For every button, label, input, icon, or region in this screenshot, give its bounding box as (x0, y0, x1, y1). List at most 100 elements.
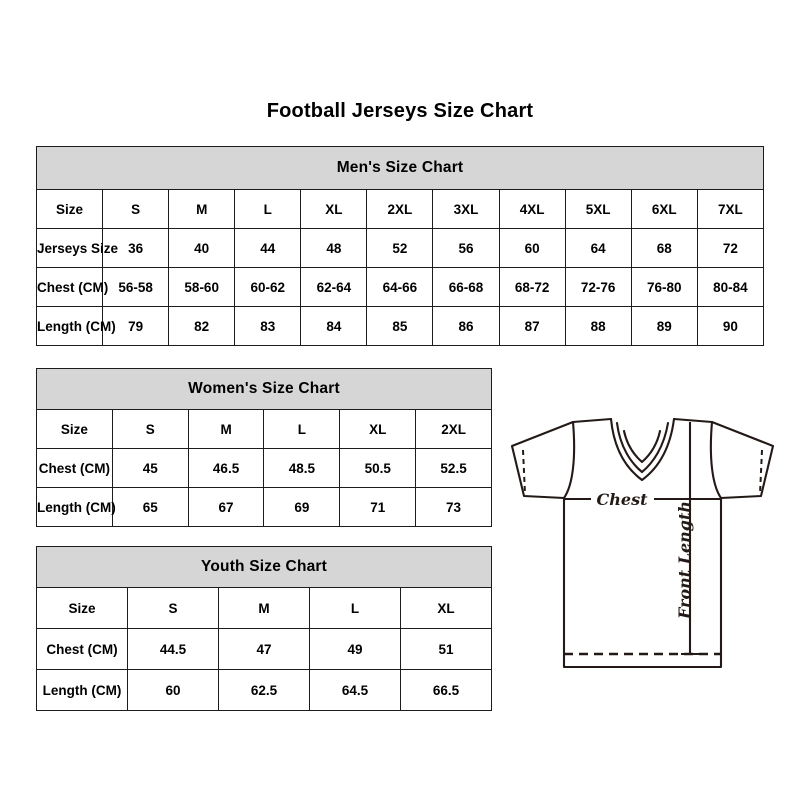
youth-chest-s: 44.5 (127, 628, 219, 670)
mens-header-size-l: L (234, 189, 302, 229)
table-row: Jerseys Size 36 40 44 48 52 56 60 64 68 … (35, 228, 765, 268)
mens-chest-6xl: 76-80 (630, 267, 698, 307)
youth-length-m: 62.5 (218, 669, 310, 711)
mens-chest-3xl: 66-68 (432, 267, 500, 307)
mens-chest-l: 60-62 (234, 267, 302, 307)
mens-length-s: 79 (102, 306, 170, 346)
right-armhole-seam (709, 420, 723, 500)
mens-jerseys-size-xl: 48 (300, 228, 368, 268)
mens-length-7xl: 90 (696, 306, 765, 346)
youth-chest-m: 47 (218, 628, 310, 670)
womens-chest-m: 46.5 (187, 448, 265, 488)
mens-header-size-s: S (102, 189, 170, 229)
mens-header-size-label: Size (35, 189, 104, 229)
jersey-measurement-diagram: Chest Front Length (500, 395, 785, 685)
table-header-row: Size S M L XL 2XL 3XL 4XL 5XL 6XL 7XL (35, 189, 765, 229)
mens-jerseys-size-3xl: 56 (432, 228, 500, 268)
mens-jerseys-size-5xl: 64 (564, 228, 632, 268)
mens-row-label-jerseys-size: Jerseys Size (35, 228, 118, 268)
mens-chest-7xl: 80-84 (696, 267, 765, 307)
mens-jerseys-size-s: 36 (102, 228, 170, 268)
table-row: Chest (CM) 45 46.5 48.5 50.5 52.5 (36, 448, 492, 488)
mens-header-size-7xl: 7XL (696, 189, 765, 229)
mens-length-5xl: 88 (564, 306, 632, 346)
youth-chest-xl: 51 (400, 628, 492, 670)
mens-header-size-xl: XL (300, 189, 368, 229)
womens-length-l: 69 (263, 487, 341, 527)
womens-header-size-l: L (263, 409, 341, 449)
mens-chest-m: 58-60 (168, 267, 236, 307)
womens-chest-xl: 50.5 (339, 448, 417, 488)
womens-length-m: 67 (187, 487, 265, 527)
womens-header-size-m: M (187, 409, 265, 449)
neckline-inner (622, 429, 662, 464)
table-header-row: Size S M L XL (36, 587, 492, 629)
mens-length-6xl: 89 (630, 306, 698, 346)
mens-chest-2xl: 64-66 (366, 267, 434, 307)
mens-jerseys-size-m: 40 (168, 228, 236, 268)
womens-row-label-length: Length (CM) (36, 487, 116, 527)
mens-header-size-2xl: 2XL (366, 189, 434, 229)
youth-header-size-s: S (127, 587, 219, 629)
mens-length-3xl: 86 (432, 306, 500, 346)
mens-jerseys-size-2xl: 52 (366, 228, 434, 268)
left-sleeve-cuff-dashed-line (522, 449, 526, 495)
youth-header-size-m: M (218, 587, 310, 629)
mens-header-size-4xl: 4XL (498, 189, 566, 229)
womens-table-caption: Women's Size Chart (36, 368, 492, 410)
womens-size-chart-table: Women's Size Chart Size S M L XL 2XL Che… (36, 368, 492, 527)
mens-size-chart-table: Men's Size Chart Size S M L XL 2XL 3XL 4… (35, 146, 765, 346)
womens-chest-2xl: 52.5 (415, 448, 492, 488)
left-armhole-seam (562, 420, 576, 500)
womens-header-size-s: S (111, 409, 189, 449)
table-row: Length (CM) 60 62.5 64.5 66.5 (36, 669, 492, 711)
mens-jerseys-size-6xl: 68 (630, 228, 698, 268)
mens-chest-5xl: 72-76 (564, 267, 632, 307)
mens-length-2xl: 85 (366, 306, 434, 346)
mens-length-l: 83 (234, 306, 302, 346)
mens-chest-xl: 62-64 (300, 267, 368, 307)
mens-jerseys-size-4xl: 60 (498, 228, 566, 268)
mens-length-m: 82 (168, 306, 236, 346)
womens-row-label-chest: Chest (CM) (36, 448, 113, 488)
table-row: Length (CM) 65 67 69 71 73 (36, 487, 492, 527)
womens-header-size-xl: XL (339, 409, 417, 449)
womens-chest-l: 48.5 (263, 448, 341, 488)
mens-row-label-chest: Chest (CM) (35, 267, 108, 307)
mens-header-size-3xl: 3XL (432, 189, 500, 229)
table-caption-row: Men's Size Chart (36, 146, 764, 190)
chest-measure-label: Chest (597, 490, 649, 509)
youth-header-size-l: L (309, 587, 401, 629)
youth-chest-l: 49 (309, 628, 401, 670)
neckline-outer (609, 417, 676, 482)
youth-row-label-chest: Chest (CM) (36, 628, 128, 670)
mens-jerseys-size-l: 44 (234, 228, 302, 268)
mens-header-size-6xl: 6XL (630, 189, 698, 229)
youth-size-chart-table: Youth Size Chart Size S M L XL Chest (CM… (36, 546, 492, 711)
mens-header-size-5xl: 5XL (564, 189, 632, 229)
mens-header-size-m: M (168, 189, 236, 229)
youth-header-size-label: Size (36, 587, 128, 629)
mens-jerseys-size-7xl: 72 (696, 228, 765, 268)
front-length-measure-label: Front Length (675, 501, 694, 620)
womens-header-size-label: Size (36, 409, 113, 449)
mens-length-4xl: 87 (498, 306, 566, 346)
mens-length-xl: 84 (300, 306, 368, 346)
womens-chest-s: 45 (111, 448, 189, 488)
womens-length-xl: 71 (339, 487, 417, 527)
table-row: Chest (CM) 44.5 47 49 51 (36, 628, 492, 670)
neckline-middle (615, 421, 670, 474)
table-row: Length (CM) 79 82 83 84 85 86 87 88 89 9… (35, 306, 765, 346)
jersey-outline (510, 417, 775, 669)
youth-header-size-xl: XL (400, 587, 492, 629)
womens-length-2xl: 73 (415, 487, 492, 527)
youth-length-xl: 66.5 (400, 669, 492, 711)
right-sleeve-cuff-dashed-line (759, 449, 763, 495)
page-title: Football Jerseys Size Chart (266, 100, 534, 122)
womens-header-size-2xl: 2XL (415, 409, 492, 449)
youth-row-label-length: Length (CM) (36, 669, 128, 711)
table-caption-row: Women's Size Chart (36, 368, 492, 410)
table-row: Chest (CM) 56-58 58-60 60-62 62-64 64-66… (35, 267, 765, 307)
mens-row-label-length: Length (CM) (35, 306, 116, 346)
table-caption-row: Youth Size Chart (36, 546, 492, 588)
